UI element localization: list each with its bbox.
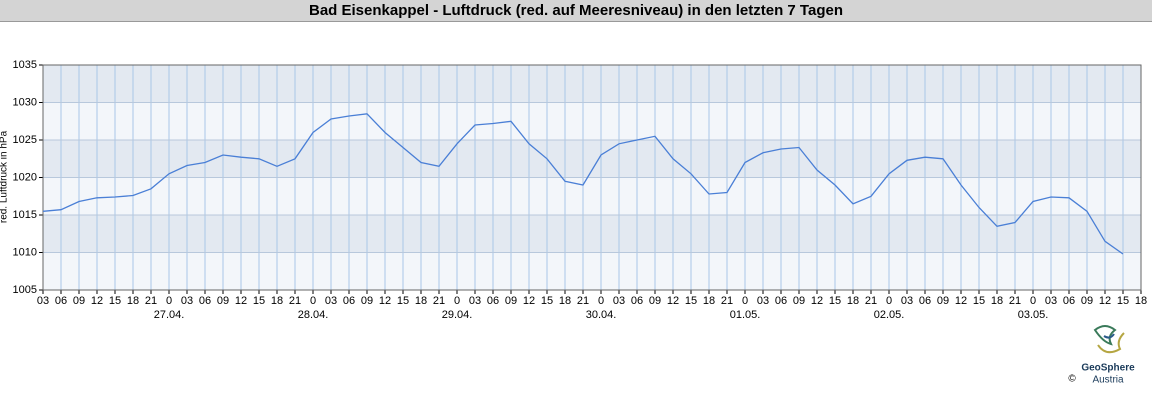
logo-sub: Austria: [1092, 375, 1124, 386]
x-tick-label: 18: [127, 295, 139, 307]
y-tick-label: 1005: [13, 284, 37, 296]
x-tick-label: 21: [577, 295, 589, 307]
x-tick-label: 18: [1135, 295, 1147, 307]
x-tick-label: 03: [901, 295, 913, 307]
x-tick-label: 06: [775, 295, 787, 307]
x-tick-label: 15: [685, 295, 697, 307]
date-label: 30.04.: [586, 309, 617, 321]
x-tick-label: 12: [811, 295, 823, 307]
x-tick-label: 18: [847, 295, 859, 307]
x-tick-label: 0: [886, 295, 892, 307]
x-tick-label: 12: [91, 295, 103, 307]
x-tick-label: 03: [37, 295, 49, 307]
date-label: 01.05.: [730, 309, 761, 321]
y-tick-label: 1025: [13, 134, 37, 146]
x-tick-label: 12: [523, 295, 535, 307]
x-tick-label: 06: [55, 295, 67, 307]
x-tick-label: 18: [559, 295, 571, 307]
date-label: 28.04.: [298, 309, 329, 321]
x-tick-label: 21: [433, 295, 445, 307]
x-tick-label: 15: [253, 295, 265, 307]
x-tick-label: 21: [865, 295, 877, 307]
x-tick-label: 06: [343, 295, 355, 307]
y-tick-label: 1030: [13, 96, 37, 108]
x-tick-label: 09: [361, 295, 373, 307]
x-tick-label: 18: [991, 295, 1003, 307]
x-tick-label: 03: [181, 295, 193, 307]
x-tick-label: 0: [598, 295, 604, 307]
x-tick-label: 09: [73, 295, 85, 307]
logo-name: GeoSphere: [1081, 363, 1135, 374]
x-tick-label: 15: [109, 295, 121, 307]
x-tick-label: 03: [1045, 295, 1057, 307]
x-tick-label: 0: [454, 295, 460, 307]
y-axis-label: red. Luftdruck in hPa: [0, 130, 10, 223]
x-tick-label: 03: [613, 295, 625, 307]
x-tick-label: 12: [1099, 295, 1111, 307]
x-tick-label: 06: [919, 295, 931, 307]
y-tick-label: 1015: [13, 209, 37, 221]
logo-icon: [1093, 325, 1125, 354]
plot-frame: [42, 64, 1142, 291]
x-tick-label: 09: [793, 295, 805, 307]
grid-band: [43, 252, 1141, 290]
x-tick-label: 09: [649, 295, 661, 307]
x-tick-label: 18: [271, 295, 283, 307]
y-tick-label: 1020: [13, 171, 37, 183]
y-tick-label: 1010: [13, 246, 37, 258]
x-tick-label: 18: [415, 295, 427, 307]
x-tick-label: 0: [1030, 295, 1036, 307]
x-tick-label: 03: [325, 295, 337, 307]
x-tick-label: 15: [1117, 295, 1129, 307]
x-tick-label: 15: [973, 295, 985, 307]
chart-title: Bad Eisenkappel - Luftdruck (red. auf Me…: [0, 0, 1152, 22]
x-tick-label: 09: [1081, 295, 1093, 307]
x-tick-label: 12: [379, 295, 391, 307]
x-tick-label: 18: [703, 295, 715, 307]
x-tick-label: 15: [397, 295, 409, 307]
x-tick-label: 09: [217, 295, 229, 307]
line: [42, 113, 1124, 255]
x-tick-label: 06: [199, 295, 211, 307]
x-tick-label: 03: [757, 295, 769, 307]
date-label: 29.04.: [442, 309, 473, 321]
grid-band: [43, 140, 1141, 178]
date-label: 03.05.: [1018, 309, 1049, 321]
grid-band: [43, 215, 1141, 253]
grid-band: [43, 102, 1141, 140]
x-tick-label: 12: [955, 295, 967, 307]
x-tick-label: 15: [541, 295, 553, 307]
x-tick-label: 12: [235, 295, 247, 307]
x-tick-label: 06: [487, 295, 499, 307]
x-tick-label: 21: [145, 295, 157, 307]
grid-band: [43, 177, 1141, 215]
x-tick-label: 09: [937, 295, 949, 307]
date-label: 02.05.: [874, 309, 905, 321]
x-tick-label: 21: [721, 295, 733, 307]
grid-band: [43, 65, 1141, 103]
x-tick-label: 0: [166, 295, 172, 307]
x-tick-label: 21: [289, 295, 301, 307]
x-tick-label: 15: [829, 295, 841, 307]
x-tick-label: 03: [469, 295, 481, 307]
y-tick-label: 1035: [13, 59, 37, 71]
x-tick-label: 21: [1009, 295, 1021, 307]
date-label: 27.04.: [154, 309, 185, 321]
x-tick-label: 0: [742, 295, 748, 307]
copyright: ©: [1068, 374, 1076, 385]
x-tick-label: 06: [1063, 295, 1075, 307]
x-tick-label: 06: [631, 295, 643, 307]
x-tick-label: 12: [667, 295, 679, 307]
x-tick-label: 09: [505, 295, 517, 307]
x-tick-label: 0: [310, 295, 316, 307]
